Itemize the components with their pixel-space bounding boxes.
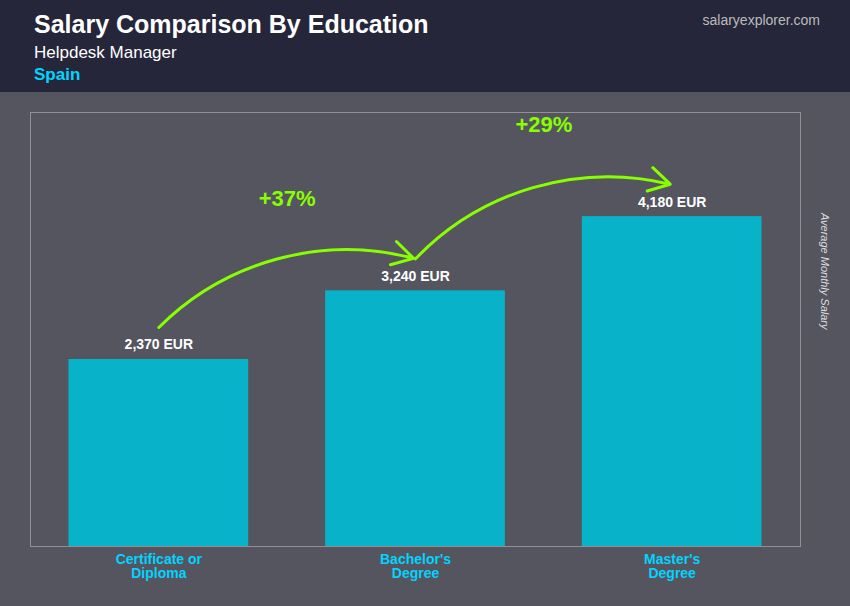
svg-text:Average Monthly Salary: Average Monthly Salary xyxy=(819,212,831,331)
html-text:salaryexplorer.com: salaryexplorer.com xyxy=(702,12,820,28)
svg-text:+29%: +29% xyxy=(515,112,572,137)
svg-text:2,370 EUR: 2,370 EUR xyxy=(125,336,193,352)
svg-text:+37%: +37% xyxy=(259,186,316,211)
svg-text:3,240 EUR: 3,240 EUR xyxy=(381,268,449,284)
html-text:Helpdesk Manager: Helpdesk Manager xyxy=(34,43,177,62)
svg-text:4,180 EUR: 4,180 EUR xyxy=(638,194,706,210)
html-text:Spain: Spain xyxy=(34,65,81,84)
svg-text:Certificate orDiploma: Certificate orDiploma xyxy=(116,551,203,581)
html-text:Salary Comparison By Education: Salary Comparison By Education xyxy=(34,10,429,38)
svg-text:Master'sDegree: Master'sDegree xyxy=(644,551,700,581)
svg-text:Bachelor'sDegree: Bachelor'sDegree xyxy=(380,551,451,581)
